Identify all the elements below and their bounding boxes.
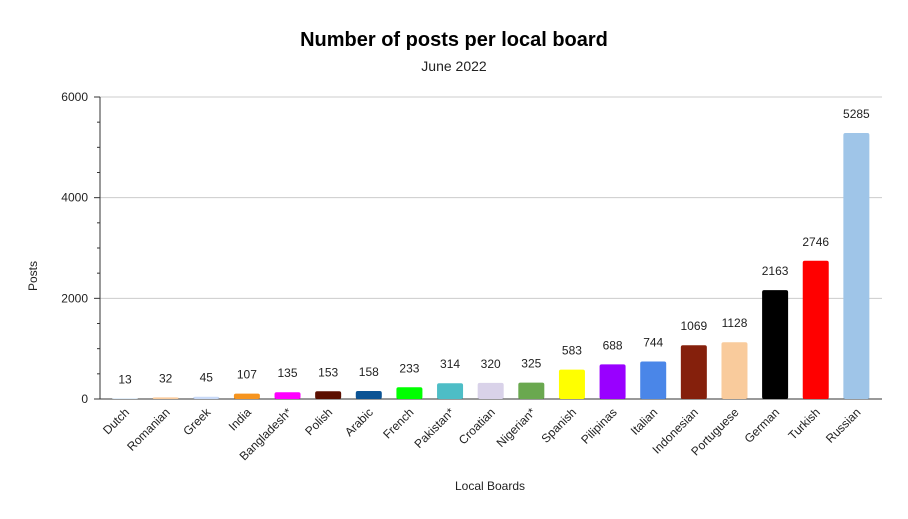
data-label: 135 [278, 366, 298, 380]
y-tick-label: 4000 [61, 191, 88, 205]
y-tick-label: 0 [81, 392, 88, 406]
axes: 0 2000 4000 6000 [61, 90, 882, 406]
bar-french [396, 387, 423, 399]
x-tick-label: Pakistan* [411, 405, 457, 451]
bar-dutch [112, 398, 138, 399]
x-tick-label: Pilipinas [578, 405, 620, 447]
bar-turkish [802, 260, 829, 399]
data-label: 45 [200, 371, 214, 385]
data-label: 1128 [722, 316, 748, 330]
data-label: 2163 [762, 264, 789, 278]
bar-portuguese [721, 342, 748, 399]
gridlines [100, 96, 882, 299]
x-tick-label: India [226, 405, 255, 434]
bar-india [233, 393, 260, 399]
bar-russian [843, 132, 870, 399]
data-label: 320 [481, 357, 501, 371]
data-label: 158 [359, 365, 379, 379]
data-label: 233 [399, 361, 419, 375]
x-tick-label: Spanish [538, 405, 579, 446]
bar-pakistan [437, 383, 464, 399]
bar-romanian [152, 397, 179, 399]
bar-croatian [477, 382, 504, 399]
x-tick-label: Turkish [785, 405, 822, 442]
bar-pilipinas [599, 364, 626, 399]
x-tick-label: Romanian [124, 405, 173, 454]
data-label: 107 [237, 368, 257, 382]
bar-german [762, 290, 789, 399]
x-tick-label: German [742, 405, 783, 446]
data-labels: 13 32 45 107 135 153 158 233 314 320 325 583 688 744 1… [118, 107, 870, 386]
data-label: 583 [562, 344, 582, 358]
chart-title: Number of posts per local board [300, 29, 608, 51]
x-tick-label: Nigerian* [494, 405, 539, 450]
bars [112, 132, 870, 399]
y-axis-label: Posts [26, 261, 40, 291]
x-tick-label: Polish [302, 405, 335, 438]
data-label: 314 [440, 357, 460, 371]
data-label: 32 [159, 371, 173, 385]
chart-subtitle: June 2022 [421, 58, 487, 74]
bar-italian [640, 361, 667, 399]
bar-bangladesh [274, 392, 301, 399]
bar-indonesian [680, 345, 707, 399]
data-label: 2746 [802, 235, 829, 249]
data-label: 688 [603, 338, 623, 352]
bar-greek [193, 396, 220, 399]
x-axis-label: Local Boards [455, 479, 525, 493]
x-tick-label: Dutch [100, 405, 132, 437]
bar-nigerian [518, 382, 545, 399]
bar-arabic [355, 391, 382, 399]
data-label: 325 [521, 357, 541, 371]
x-tick-label: Russian [823, 405, 864, 446]
x-tick-label: Italian [628, 405, 661, 438]
x-tick-label: French [380, 405, 416, 441]
data-label: 5285 [843, 107, 870, 121]
y-tick-label: 2000 [61, 291, 88, 305]
data-label: 744 [643, 336, 663, 350]
x-tick-label: Croatian [456, 405, 498, 447]
bar-spanish [558, 369, 585, 399]
data-label: 153 [318, 365, 338, 379]
x-tick-label: Arabic [342, 405, 376, 439]
x-tick-label: Greek [180, 405, 214, 439]
data-label: 1069 [680, 319, 707, 333]
data-label: 13 [118, 372, 132, 386]
bar-polish [315, 391, 342, 399]
y-tick-label: 6000 [61, 90, 88, 104]
